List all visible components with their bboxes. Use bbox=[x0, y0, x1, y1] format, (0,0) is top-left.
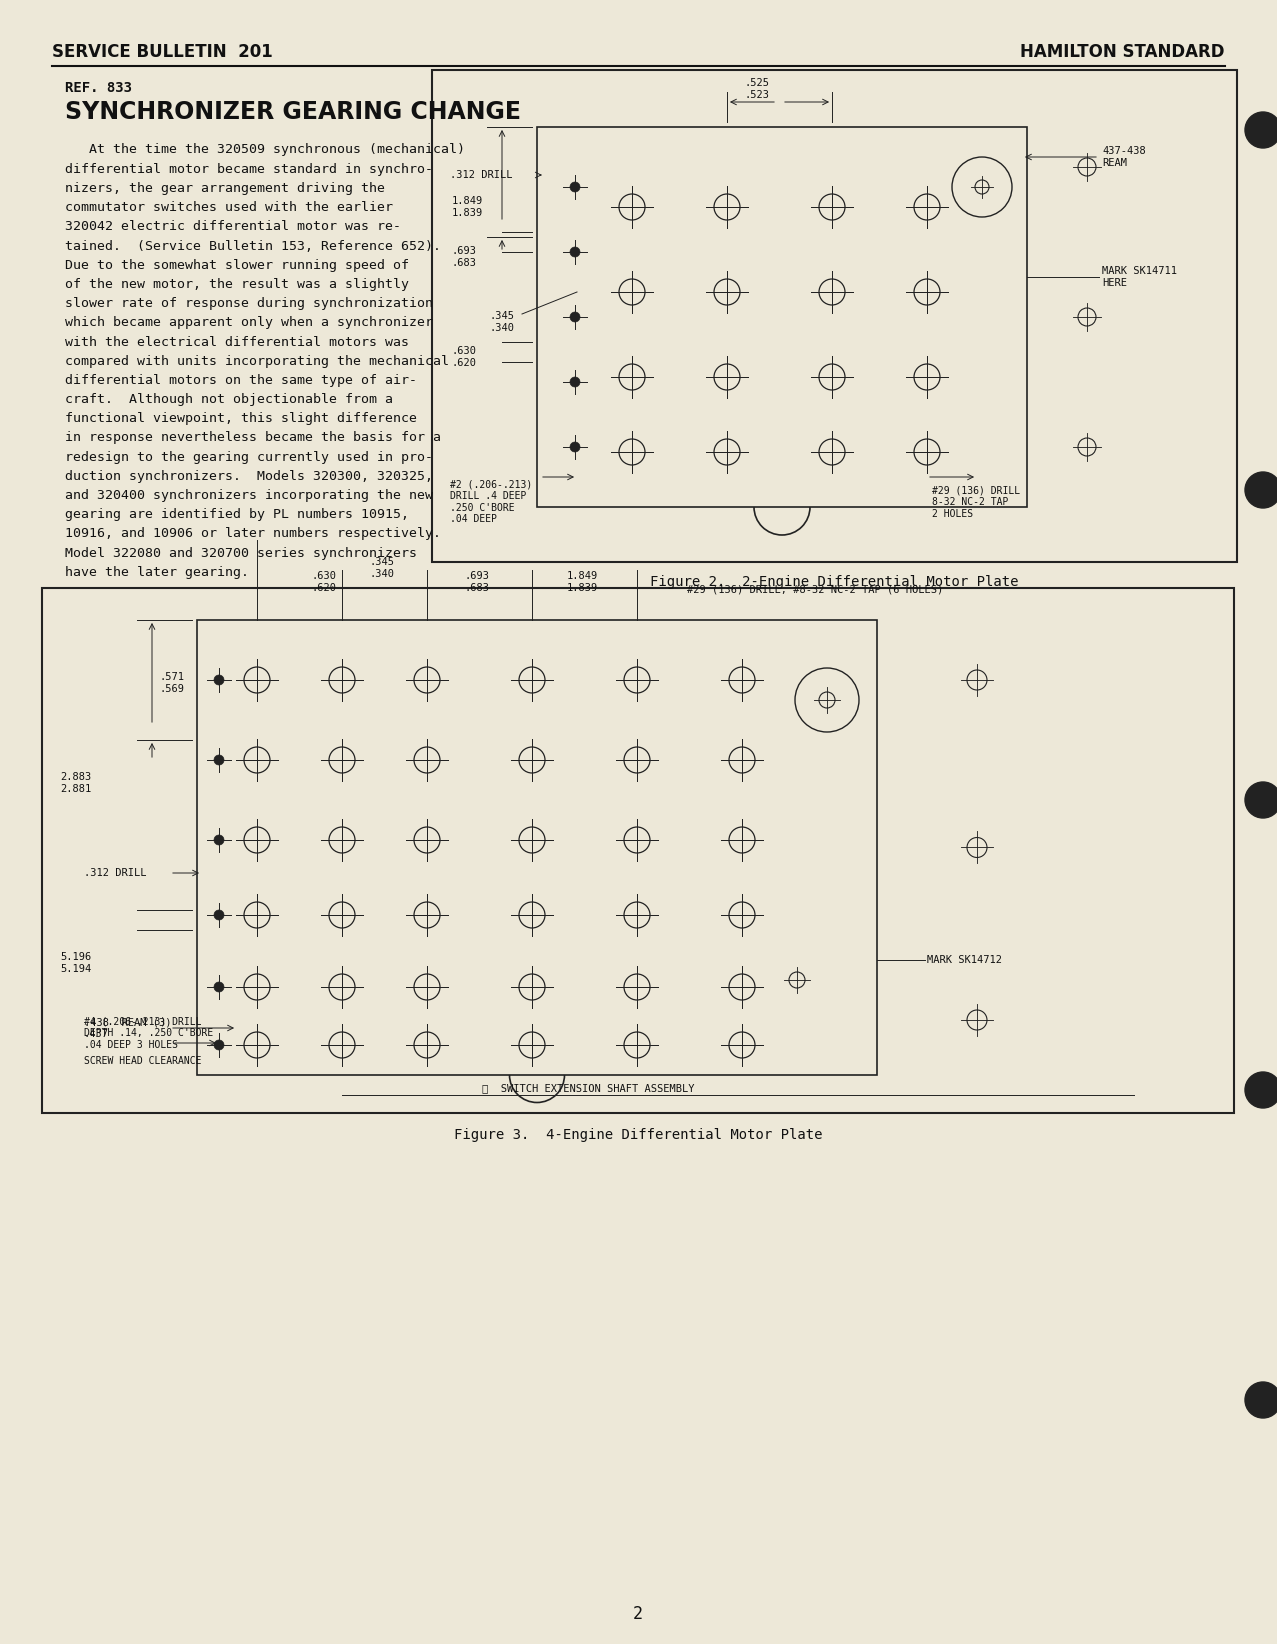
Text: commutator switches used with the earlier: commutator switches used with the earlie… bbox=[65, 201, 393, 214]
Text: have the later gearing.: have the later gearing. bbox=[65, 566, 249, 579]
Text: redesign to the gearing currently used in pro-: redesign to the gearing currently used i… bbox=[65, 450, 433, 464]
Text: .571
.569: .571 .569 bbox=[160, 672, 185, 694]
Text: Due to the somewhat slower running speed of: Due to the somewhat slower running speed… bbox=[65, 258, 409, 271]
Text: 10916, and 10906 or later numbers respectively.: 10916, and 10906 or later numbers respec… bbox=[65, 528, 441, 541]
Text: .630
.620: .630 .620 bbox=[312, 570, 337, 593]
Text: and 320400 synchronizers incorporating the new: and 320400 synchronizers incorporating t… bbox=[65, 490, 433, 501]
Text: differential motors on the same type of air-: differential motors on the same type of … bbox=[65, 373, 418, 386]
Text: 437-438
REAM: 437-438 REAM bbox=[1102, 146, 1145, 168]
Text: .345
.340: .345 .340 bbox=[369, 557, 395, 579]
Text: 5.196
5.194: 5.196 5.194 bbox=[60, 952, 91, 973]
Text: Figure 2.  2-Engine Differential Motor Plate: Figure 2. 2-Engine Differential Motor Pl… bbox=[650, 575, 1019, 589]
Circle shape bbox=[570, 312, 580, 322]
Text: HAMILTON STANDARD: HAMILTON STANDARD bbox=[1020, 43, 1225, 61]
Text: ℄  SWITCH EXTENSION SHAFT ASSEMBLY: ℄ SWITCH EXTENSION SHAFT ASSEMBLY bbox=[481, 1083, 695, 1093]
Text: #4 (.206-.213) DRILL
DEPTH .14, .250 C'BORE
.04 DEEP 3 HOLES: #4 (.206-.213) DRILL DEPTH .14, .250 C'B… bbox=[84, 1016, 213, 1049]
Text: functional viewpoint, this slight difference: functional viewpoint, this slight differ… bbox=[65, 413, 418, 426]
Text: with the electrical differential motors was: with the electrical differential motors … bbox=[65, 335, 409, 349]
Text: .525
.523: .525 .523 bbox=[744, 79, 770, 100]
Text: nizers, the gear arrangement driving the: nizers, the gear arrangement driving the bbox=[65, 182, 384, 196]
Text: slower rate of response during synchronization: slower rate of response during synchroni… bbox=[65, 298, 433, 311]
Circle shape bbox=[215, 676, 223, 686]
Circle shape bbox=[215, 835, 223, 845]
Text: tained.  (Service Bulletin 153, Reference 652).: tained. (Service Bulletin 153, Reference… bbox=[65, 240, 441, 253]
Bar bbox=[197, 620, 877, 1075]
Text: .312 DRILL: .312 DRILL bbox=[84, 868, 147, 878]
Text: SERVICE BULLETIN  201: SERVICE BULLETIN 201 bbox=[52, 43, 273, 61]
Text: 320042 electric differential motor was re-: 320042 electric differential motor was r… bbox=[65, 220, 401, 233]
Circle shape bbox=[570, 442, 580, 452]
Text: .693
.683: .693 .683 bbox=[465, 570, 489, 593]
Text: in response nevertheless became the basis for a: in response nevertheless became the basi… bbox=[65, 431, 441, 444]
Text: #29 (136) DRILL
8-32 NC-2 TAP
2 HOLES: #29 (136) DRILL 8-32 NC-2 TAP 2 HOLES bbox=[932, 485, 1020, 518]
Text: .438  REAM (3)
.437: .438 REAM (3) .437 bbox=[84, 1018, 171, 1039]
Circle shape bbox=[1245, 112, 1277, 148]
Circle shape bbox=[1245, 1072, 1277, 1108]
Text: differential motor became standard in synchro-: differential motor became standard in sy… bbox=[65, 163, 433, 176]
Circle shape bbox=[215, 911, 223, 921]
Circle shape bbox=[570, 247, 580, 256]
Text: which became apparent only when a synchronizer: which became apparent only when a synchr… bbox=[65, 316, 433, 329]
Text: .345
.340: .345 .340 bbox=[490, 311, 515, 332]
Text: gearing are identified by PL numbers 10915,: gearing are identified by PL numbers 109… bbox=[65, 508, 409, 521]
Text: of the new motor, the result was a slightly: of the new motor, the result was a sligh… bbox=[65, 278, 409, 291]
Text: REF. 833: REF. 833 bbox=[65, 81, 132, 95]
Text: 2.883
2.881: 2.883 2.881 bbox=[60, 773, 91, 794]
Circle shape bbox=[215, 981, 223, 991]
Text: duction synchronizers.  Models 320300, 320325,: duction synchronizers. Models 320300, 32… bbox=[65, 470, 433, 483]
Text: craft.  Although not objectionable from a: craft. Although not objectionable from a bbox=[65, 393, 393, 406]
Circle shape bbox=[215, 755, 223, 764]
Circle shape bbox=[570, 182, 580, 192]
Text: SCREW HEAD CLEARANCE: SCREW HEAD CLEARANCE bbox=[84, 1055, 202, 1065]
Text: Figure 3.  4-Engine Differential Motor Plate: Figure 3. 4-Engine Differential Motor Pl… bbox=[453, 1128, 822, 1143]
Text: 1.849
1.839: 1.849 1.839 bbox=[452, 196, 483, 217]
Text: .630
.620: .630 .620 bbox=[452, 347, 478, 368]
Text: 1.849
1.839: 1.849 1.839 bbox=[567, 570, 598, 593]
Circle shape bbox=[215, 1041, 223, 1051]
Bar bbox=[538, 127, 1027, 506]
Text: .693
.683: .693 .683 bbox=[452, 247, 478, 268]
Bar bbox=[432, 71, 1237, 562]
Text: 2: 2 bbox=[633, 1605, 644, 1623]
Text: #2 (.206-.213)
DRILL .4 DEEP
.250 C'BORE
.04 DEEP: #2 (.206-.213) DRILL .4 DEEP .250 C'BORE… bbox=[450, 480, 533, 524]
Text: MARK SK14711
HERE: MARK SK14711 HERE bbox=[1102, 266, 1177, 288]
Circle shape bbox=[570, 376, 580, 386]
Text: MARK SK14712: MARK SK14712 bbox=[927, 955, 1002, 965]
Text: At the time the 320509 synchronous (mechanical): At the time the 320509 synchronous (mech… bbox=[65, 143, 465, 156]
Text: compared with units incorporating the mechanical: compared with units incorporating the me… bbox=[65, 355, 450, 368]
Circle shape bbox=[1245, 1383, 1277, 1419]
Text: SYNCHRONIZER GEARING CHANGE: SYNCHRONIZER GEARING CHANGE bbox=[65, 100, 521, 123]
Circle shape bbox=[1245, 783, 1277, 819]
Text: .312 DRILL: .312 DRILL bbox=[450, 169, 512, 179]
Circle shape bbox=[1245, 472, 1277, 508]
Text: #29 (136) DRILL, #8-32 NC-2 TAP (6 HOLES): #29 (136) DRILL, #8-32 NC-2 TAP (6 HOLES… bbox=[687, 585, 944, 595]
Text: Model 322080 and 320700 series synchronizers: Model 322080 and 320700 series synchroni… bbox=[65, 547, 418, 559]
Bar bbox=[42, 589, 1234, 1113]
